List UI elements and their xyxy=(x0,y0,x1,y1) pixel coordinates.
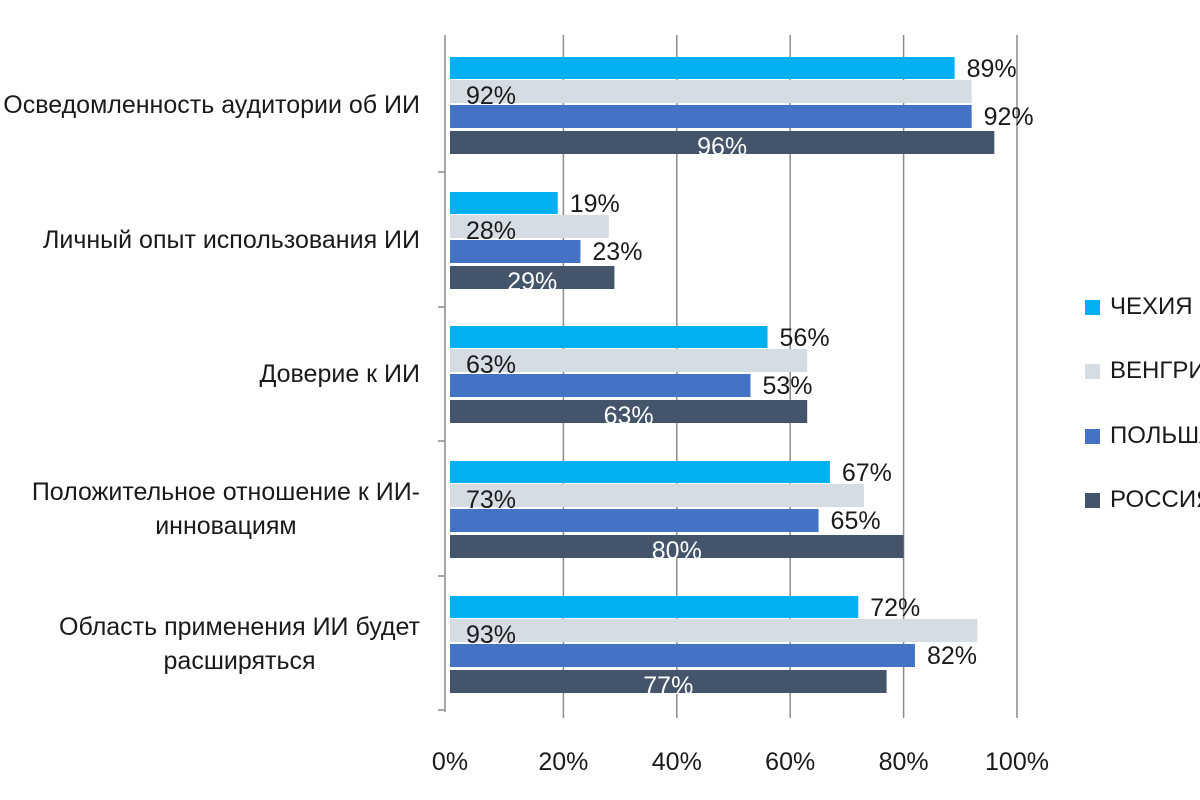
legend-label: ВЕНГРИЯ xyxy=(1110,357,1200,384)
legend-swatch xyxy=(1085,363,1100,379)
category-label: Доверие к ИИ xyxy=(259,357,420,391)
bar-чехия xyxy=(450,57,955,79)
legend-item: РОССИЯ xyxy=(1085,486,1200,514)
bar-россия xyxy=(450,670,887,693)
x-tick-label: 20% xyxy=(538,748,588,776)
bar-венгрия xyxy=(450,215,609,238)
category-label-line: расширяться xyxy=(163,647,316,675)
category-label: Осведомленность аудитории об ИИ xyxy=(3,88,420,122)
data-label: 53% xyxy=(763,372,813,400)
bar-россия xyxy=(450,535,904,558)
data-label: 96% xyxy=(697,133,747,161)
category-label: Положительное отношение к ИИ-инновациям xyxy=(32,475,420,543)
data-label: 72% xyxy=(870,594,920,622)
legend-item: ПОЛЬША xyxy=(1085,422,1200,450)
category-label-line: Осведомленность аудитории об ИИ xyxy=(3,91,420,119)
bar-чехия xyxy=(450,596,859,618)
x-tick-label: 80% xyxy=(879,748,929,776)
x-tick-label: 0% xyxy=(432,748,468,776)
data-label: 23% xyxy=(592,238,642,266)
bar-чехия xyxy=(450,192,558,214)
bar-польша xyxy=(450,509,819,532)
bar-польша xyxy=(450,105,972,128)
data-label: 65% xyxy=(831,507,881,535)
data-label: 89% xyxy=(967,55,1017,83)
bar-польша xyxy=(450,644,915,667)
x-tick-label: 100% xyxy=(985,748,1049,776)
x-tick-label: 40% xyxy=(652,748,702,776)
data-label: 19% xyxy=(570,190,620,218)
legend-label: ЧЕХИЯ xyxy=(1110,293,1193,320)
category-label-line: Положительное отношение к ИИ- xyxy=(31,478,420,506)
category-label: Личный опыт использования ИИ xyxy=(43,223,420,257)
bar-польша xyxy=(450,374,751,397)
legend-label: ПОЛЬША xyxy=(1110,422,1200,449)
category-label-line: инновациям xyxy=(155,512,297,540)
bar-россия xyxy=(450,400,808,423)
data-label: 56% xyxy=(780,324,830,352)
bar-польша xyxy=(450,240,581,263)
data-label: 67% xyxy=(842,459,892,487)
legend-swatch xyxy=(1085,299,1100,315)
data-label: 92% xyxy=(984,103,1034,131)
legend-swatch xyxy=(1085,428,1100,444)
bar-россия xyxy=(450,131,995,154)
bar-венгрия xyxy=(450,484,864,507)
bar-венгрия xyxy=(450,619,978,642)
legend-label: РОССИЯ xyxy=(1110,486,1200,513)
bar-венгрия xyxy=(450,80,972,103)
bar-чехия xyxy=(450,326,768,348)
bar-чехия xyxy=(450,461,830,483)
bar-венгрия xyxy=(450,349,808,372)
legend-item: ВЕНГРИЯ xyxy=(1085,357,1200,385)
data-label: 77% xyxy=(643,672,693,700)
legend-swatch xyxy=(1085,492,1100,508)
data-label: 82% xyxy=(927,642,977,670)
data-label: 29% xyxy=(507,268,557,296)
legend-item: ЧЕХИЯ xyxy=(1085,293,1193,321)
bar-россия xyxy=(450,266,615,289)
data-label: 80% xyxy=(652,537,702,565)
x-tick-label: 60% xyxy=(765,748,815,776)
category-label: Область применения ИИ будет расширяться xyxy=(59,610,420,678)
category-label-line: Область применения ИИ будет xyxy=(59,613,420,641)
category-label-line: Личный опыт использования ИИ xyxy=(42,226,420,254)
category-label-line: Доверие к ИИ xyxy=(259,360,420,388)
data-label: 63% xyxy=(604,402,654,430)
